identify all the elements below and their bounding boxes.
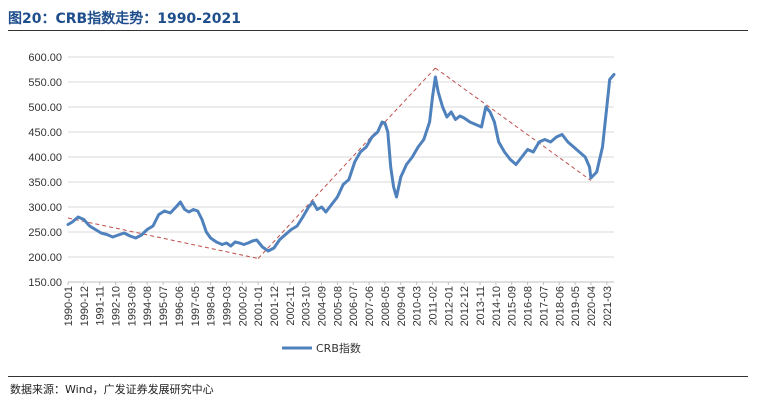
x-tick-label: 2016-08	[523, 286, 535, 326]
legend-label: CRB指数	[316, 341, 361, 355]
x-tick-label: 2011-02	[427, 286, 439, 326]
x-tick-label: 2012-01	[443, 286, 455, 326]
series-line-crb	[66, 73, 616, 253]
x-tick-label: 1998-04	[206, 286, 218, 326]
x-tick-label: 2014-10	[491, 286, 503, 326]
y-tick-label: 600.00	[28, 52, 62, 64]
y-tick-label: 400.00	[28, 152, 62, 164]
x-tick-label: 2018-06	[554, 286, 566, 326]
x-tick-label: 2021-03	[602, 286, 614, 326]
x-tick-label: 2002-11	[285, 286, 297, 326]
x-tick-label: 2012-12	[459, 286, 471, 326]
trend-line	[435, 67, 592, 181]
x-tick-label: 2013-11	[475, 286, 487, 326]
x-tick-label: 2003-10	[301, 286, 313, 326]
legend: CRB指数	[282, 341, 361, 355]
x-tick-label: 1997-05	[190, 286, 202, 326]
x-tick-label: 2000-02	[237, 286, 249, 326]
x-tick-label: 1994-08	[142, 286, 154, 326]
x-tick-label: 2019-05	[570, 286, 582, 326]
x-tick-label: 1991-11	[95, 286, 107, 326]
y-tick-label: 150.00	[28, 277, 62, 289]
footer-rule	[8, 376, 748, 377]
x-tick-label: 2010-03	[412, 286, 424, 326]
y-tick-label: 550.00	[28, 77, 62, 89]
chart-title: 图20：CRB指数走势：1990-2021	[8, 11, 241, 27]
x-tick-label: 2001-01	[253, 286, 265, 326]
x-tick-label: 2006-07	[348, 286, 360, 326]
trend-line	[67, 217, 259, 259]
y-tick-label: 350.00	[28, 177, 62, 189]
y-tick-label: 300.00	[28, 202, 62, 214]
x-tick-label: 1990-12	[79, 286, 91, 326]
x-tick-label: 1995-07	[158, 286, 170, 326]
y-tick-label: 450.00	[28, 127, 62, 139]
x-tick-label: 1993-09	[126, 286, 138, 326]
x-tick-label: 2017-07	[538, 286, 550, 326]
x-axis-ticks: 1990-01 1990-12 1991-11 1992-10 1993-09 1994-…	[63, 282, 614, 326]
y-axis-ticks: 150.00 200.00 250.00 300.00 350.00 400.00 450.…	[28, 52, 62, 289]
x-tick-label: 2004-09	[317, 286, 329, 326]
x-tick-label: 1999-03	[221, 286, 233, 326]
x-tick-label: 2001-12	[269, 286, 281, 326]
title-rule	[8, 30, 748, 31]
x-tick-label: 2020-04	[586, 286, 598, 326]
x-tick-label: 2015-09	[507, 286, 519, 326]
trend-line	[384, 67, 436, 123]
trend-line	[257, 121, 386, 259]
x-tick-label: 2008-05	[380, 286, 392, 326]
source-note: 数据来源：Wind，广发证券发展研究中心	[10, 383, 214, 396]
x-tick-label: 1990-01	[63, 286, 75, 326]
x-tick-label: 1992-10	[111, 286, 123, 326]
x-tick-label: 2009-04	[396, 286, 408, 326]
y-tick-label: 500.00	[28, 102, 62, 114]
series-lines	[66, 73, 616, 253]
y-tick-label: 200.00	[28, 252, 62, 264]
x-tick-label: 2005-08	[332, 286, 344, 326]
grid-lines	[68, 56, 614, 283]
x-tick-label: 2007-06	[364, 286, 376, 326]
x-tick-label: 1996-06	[174, 286, 186, 326]
trend-lines	[67, 67, 592, 259]
y-tick-label: 250.00	[28, 227, 62, 239]
